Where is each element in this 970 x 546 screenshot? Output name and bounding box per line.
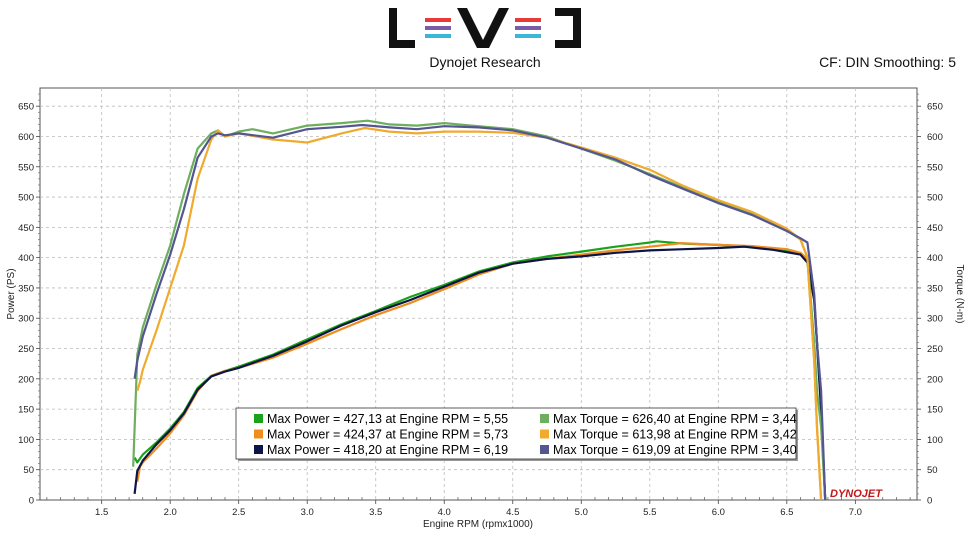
y-right-tick-label: 400 [927,253,943,264]
y-axis-right-ticks: 0 50 100 150 200 250 300 350 400 450 500 550 600 650 [917,93,943,507]
y-right-tick-label: 550 [927,162,943,173]
level-logo [389,8,581,48]
x-tick-label: 5.0 [575,507,588,518]
x-tick-label: 3.0 [301,507,314,518]
legend-entry: Max Torque = 626,40 at Engine RPM = 3,44 [553,412,797,426]
y-left-tick-label: 450 [18,223,34,234]
power-series-3 [133,245,827,501]
x-axis-ticks: 1.5 2.0 2.5 3.0 3.5 4.0 4.5 5.0 5.5 6.0 6.5 7.0 [95,500,862,518]
y-left-tick-label: 350 [18,283,34,294]
x-tick-label: 4.0 [438,507,451,518]
legend-box [235,407,797,460]
y-left-tick-label: 250 [18,344,34,355]
correction-info: CF: DIN Smoothing: 5 [819,54,956,70]
y-axis-left-ticks: 0 50 100 150 200 250 300 350 400 450 500 550 600 650 [18,93,40,507]
x-tick-label: 2.5 [232,507,245,518]
legend-swatch [540,414,549,423]
x-tick-label: 6.5 [780,507,793,518]
y-right-tick-label: 600 [927,132,943,143]
legend-entry: Max Power = 427,13 at Engine RPM = 5,55 [267,412,508,426]
x-tick-label: 4.5 [506,507,519,518]
y-right-tick-label: 350 [927,283,943,294]
y-left-tick-label: 200 [18,374,34,385]
y-right-tick-label: 450 [927,223,943,234]
y-right-tick-label: 250 [927,344,943,355]
y-right-tick-label: 650 [927,102,943,113]
x-tick-label: 5.5 [643,507,656,518]
y-left-tick-label: 100 [18,435,34,446]
x-axis-label: Engine RPM (rpmx1000) [423,519,533,530]
torque-series-2 [136,126,823,501]
y-left-tick-label: 500 [18,193,34,204]
legend-swatch [254,429,263,439]
legend-entry: Max Power = 424,37 at Engine RPM = 5,73 [267,428,508,442]
y-left-tick-label: 300 [18,314,34,325]
legend-entry: Max Power = 418,20 at Engine RPM = 6,19 [267,443,508,457]
chart-series [132,119,827,501]
brand-title: Dynojet Research [429,54,541,70]
legend-swatch [254,414,263,423]
x-tick-label: 1.5 [95,507,108,518]
y-right-tick-label: 300 [927,314,943,325]
y-left-tick-label: 0 [29,496,34,507]
y-left-tick-label: 150 [18,405,34,416]
legend-swatch [540,429,549,439]
y-right-tick-label: 500 [927,193,943,204]
y-left-tick-label: 600 [18,132,34,143]
power-series-2 [136,242,823,501]
legend-swatch [254,445,263,454]
legend-entry: Max Torque = 619,09 at Engine RPM = 3,40 [553,443,797,457]
y-left-tick-label: 400 [18,253,34,264]
x-tick-label: 7.0 [849,507,862,518]
y-right-tick-label: 0 [927,496,932,507]
chart-legend: Max Power = 427,13 at Engine RPM = 5,55 M… [235,407,798,461]
y-right-tick-label: 150 [927,405,943,416]
y-left-tick-label: 50 [23,465,34,476]
x-tick-label: 6.0 [712,507,725,518]
legend-swatch [540,445,549,454]
y-right-tick-label: 50 [927,465,938,476]
y-right-tick-label: 100 [927,435,943,446]
y-axis-right-label: Torque (N-m) [954,265,965,324]
dynojet-footer-logo: DYNOJET [830,488,883,500]
y-left-tick-label: 650 [18,102,34,113]
y-right-tick-label: 200 [927,374,943,385]
y-left-tick-label: 550 [18,162,34,173]
torque-series-3 [133,123,827,501]
x-tick-label: 3.5 [369,507,382,518]
y-axis-left-label: Power (PS) [6,268,17,319]
x-tick-label: 2.0 [164,507,177,518]
legend-entry: Max Torque = 613,98 at Engine RPM = 3,42 [553,428,797,442]
